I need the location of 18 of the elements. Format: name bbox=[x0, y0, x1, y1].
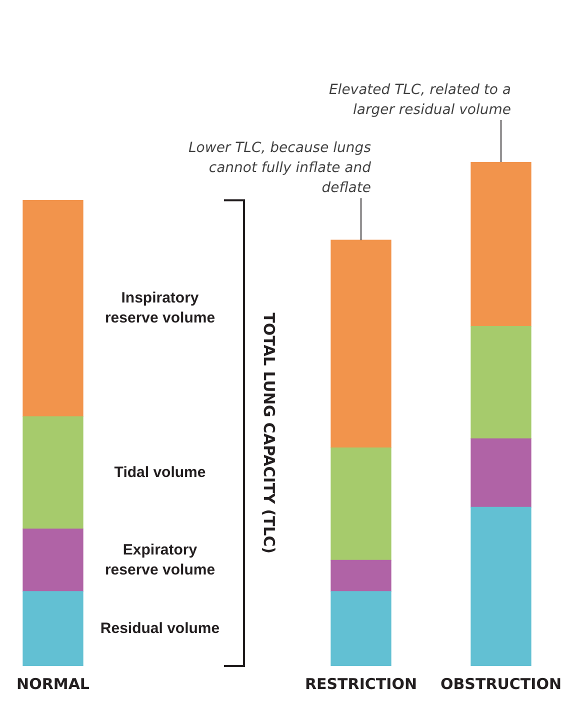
annotation: Lower TLC, because lungs cannot fully inflate and deflate bbox=[188, 140, 372, 196]
annotation: Elevated TLC, related to a larger residual volume bbox=[328, 82, 511, 118]
series-label: Expiratory reserve volume bbox=[104, 541, 216, 578]
bar bbox=[22, 528, 84, 592]
text: Tidal volume bbox=[114, 464, 206, 481]
annotation: TOTAL LUNG CAPACITY (TLC) bbox=[260, 312, 278, 554]
x-tick-label: NORMAL bbox=[16, 674, 90, 693]
x-tick-label: OBSTRUCTION bbox=[440, 674, 562, 693]
x-tick-label: RESTRICTION bbox=[304, 674, 418, 693]
bar bbox=[22, 200, 84, 417]
bar bbox=[22, 416, 84, 530]
bar bbox=[470, 438, 532, 508]
series-label: Residual volume bbox=[100, 620, 220, 637]
series-label: Inspiratory reserve volume bbox=[104, 290, 216, 327]
bar bbox=[22, 591, 84, 666]
bar bbox=[470, 162, 532, 327]
bar bbox=[470, 506, 532, 666]
bar bbox=[470, 326, 532, 440]
